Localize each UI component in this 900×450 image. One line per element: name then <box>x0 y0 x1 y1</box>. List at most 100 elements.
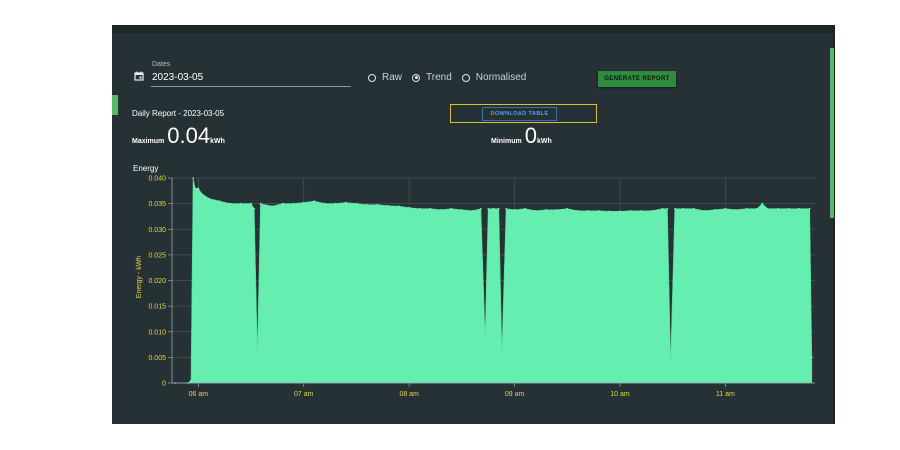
x-tick-label: 10 am <box>610 391 630 398</box>
data-point <box>501 351 503 354</box>
x-tick-label: 07 am <box>294 391 314 398</box>
generate-report-button[interactable]: GENERATE REPORT <box>598 71 676 87</box>
report-title: Daily Report - 2023-03-05 <box>132 109 225 118</box>
x-tick-label: 06 am <box>189 391 209 398</box>
date-input[interactable]: 2023-03-05 <box>152 72 204 83</box>
data-point <box>534 210 537 212</box>
data-point <box>408 206 411 209</box>
left-nav-indicator[interactable] <box>112 95 118 115</box>
maximum-unit: kWh <box>210 138 225 145</box>
data-point <box>619 210 621 213</box>
minimum-value: 0 <box>524 123 537 148</box>
data-point <box>787 207 790 210</box>
data-point <box>513 209 516 211</box>
x-tick-label: 11 am <box>716 391 735 398</box>
data-point <box>480 207 482 210</box>
maximum-value: 0.04 <box>167 123 211 148</box>
minimum-stat: Minimum 0 kWh <box>491 125 552 147</box>
y-tick-label: 0.010 <box>148 329 166 336</box>
data-point <box>808 207 811 210</box>
radio-trend-circle[interactable] <box>412 73 421 82</box>
data-point <box>194 187 196 190</box>
data-point <box>192 177 194 179</box>
data-point <box>566 207 569 210</box>
data-point <box>555 209 558 211</box>
y-tick-label: 0 <box>162 381 166 388</box>
data-point <box>461 209 463 211</box>
y-tick-label: 0.025 <box>148 252 166 259</box>
download-focus-outline <box>450 104 597 123</box>
radio-raw-label: Raw <box>382 72 403 83</box>
data-point <box>524 207 526 210</box>
calendar-icon[interactable] <box>134 71 144 81</box>
data-point <box>661 207 663 210</box>
data-point <box>190 379 192 382</box>
x-tick-label: 08 am <box>399 391 419 398</box>
data-point <box>640 210 642 212</box>
data-point <box>387 204 389 207</box>
data-point <box>418 207 421 210</box>
data-point <box>703 210 706 212</box>
data-point <box>253 207 255 210</box>
y-tick-label: 0.035 <box>148 201 166 208</box>
radio-normalised-circle[interactable] <box>461 73 470 82</box>
data-point <box>218 200 221 202</box>
data-point <box>693 207 695 210</box>
data-point <box>777 207 779 210</box>
data-point <box>545 209 547 211</box>
data-point <box>587 210 590 212</box>
data-point <box>756 207 758 210</box>
radio-normalised-label: Normalised <box>475 72 527 83</box>
radio-normalised[interactable]: Normalised <box>461 72 527 83</box>
data-point <box>259 202 262 205</box>
dates-label: Dates <box>152 61 171 68</box>
maximum-label: Maximum <box>132 138 165 145</box>
data-point <box>798 207 800 210</box>
radio-trend[interactable]: Trend <box>412 72 452 83</box>
view-mode-radio-group: Raw Trend Normalised <box>368 72 526 83</box>
chart-axes: 0 0.005 0.010 0.015 0.020 0.025 0.030 0.035 0.04… <box>148 176 815 398</box>
data-point <box>313 200 316 202</box>
energy-chart: 0 0.005 0.010 0.015 0.020 0.025 0.030 0.035 0.04… <box>136 176 815 398</box>
data-point <box>724 207 727 210</box>
data-point <box>505 207 507 210</box>
data-point <box>745 207 748 210</box>
x-tick-label: 09 am <box>505 391 525 398</box>
maximum-stat: Maximum 0.04 kWh <box>132 125 225 147</box>
data-point <box>484 336 486 338</box>
data-point <box>650 210 653 212</box>
data-point <box>281 202 284 205</box>
y-tick-label: 0.020 <box>148 278 166 285</box>
data-point <box>292 202 294 205</box>
panel-edge <box>833 25 835 424</box>
data-point <box>239 202 242 205</box>
window-top-bar <box>112 25 835 34</box>
data-point <box>674 207 676 210</box>
data-point <box>366 203 368 206</box>
date-input-underline <box>151 86 351 87</box>
data-point <box>208 197 210 200</box>
y-tick-label: 0.030 <box>148 227 166 234</box>
scrollbar-thumb[interactable] <box>830 48 834 218</box>
data-point <box>450 207 453 210</box>
data-point <box>229 202 231 205</box>
radio-raw[interactable]: Raw <box>368 72 402 83</box>
data-point <box>577 210 579 212</box>
minimum-unit: kWh <box>536 138 552 145</box>
download-table-button[interactable]: DOWNLOAD TABLE <box>482 107 557 121</box>
radio-trend-label: Trend <box>426 72 452 83</box>
chart-title: Energy <box>133 164 159 173</box>
data-point <box>471 210 474 212</box>
data-point <box>256 351 259 354</box>
data-point <box>397 205 400 207</box>
data-point <box>761 202 764 205</box>
y-tick-label: 0.005 <box>148 355 166 362</box>
data-point <box>376 203 379 206</box>
data-point <box>355 202 358 205</box>
data-point <box>669 361 672 364</box>
radio-raw-circle[interactable] <box>368 73 376 82</box>
data-point <box>735 209 737 211</box>
data-point <box>197 187 200 190</box>
y-axis-label: Energy - kWh <box>136 256 143 299</box>
data-point <box>682 207 684 210</box>
